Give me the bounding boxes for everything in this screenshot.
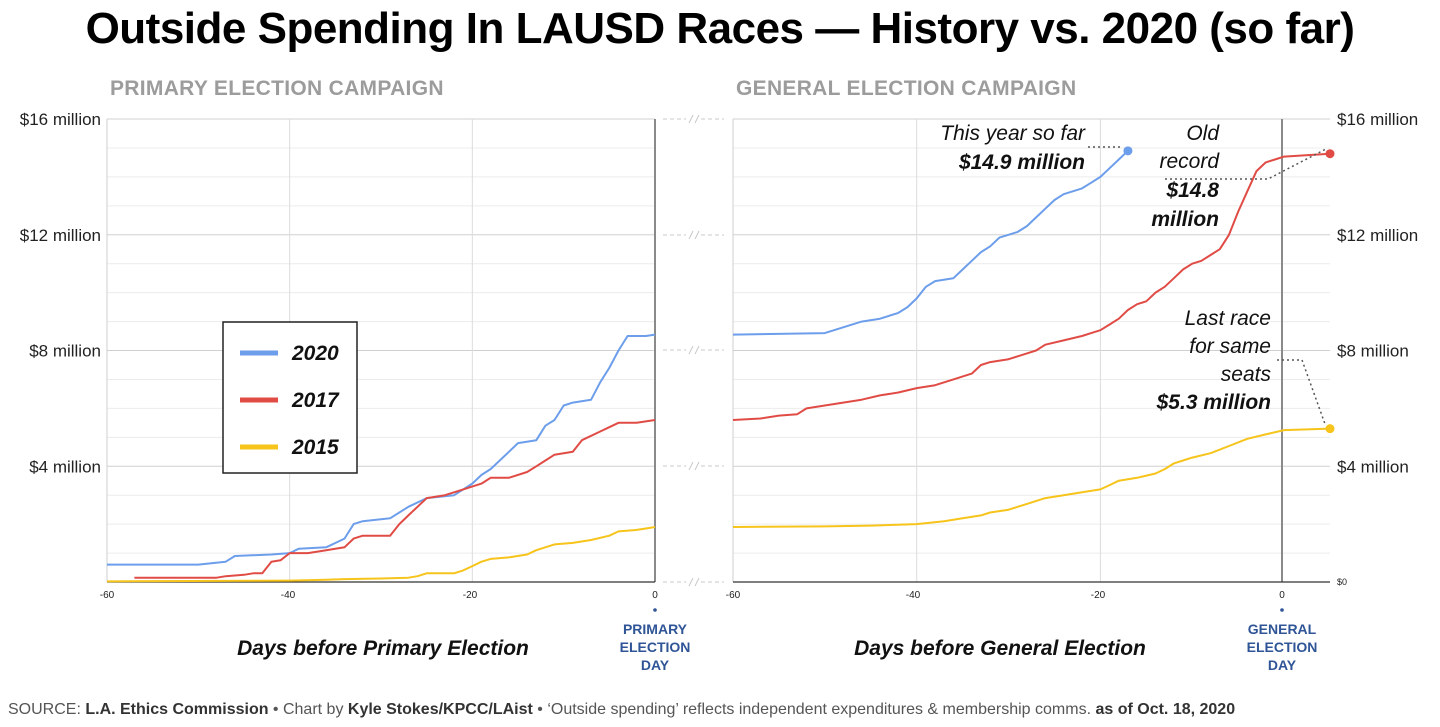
series-line-2015 (732, 427, 1331, 528)
source-prefix: SOURCE: (8, 701, 86, 718)
x-axis-label: Days before General Election (854, 637, 1146, 660)
y-tick-label: $8 million (1337, 342, 1409, 361)
annotation-last-race-value: $5.3 million (1156, 391, 1271, 414)
source-sep1: • Chart by (268, 701, 348, 718)
election-day-label: ELECTION (620, 639, 691, 655)
annotation-leader-last-race (1277, 359, 1326, 425)
panel-title: GENERAL ELECTION CAMPAIGN (736, 77, 1076, 100)
axis-break-slash (694, 345, 700, 355)
y-tick-label: $16 million (20, 110, 101, 129)
election-day-label: DAY (1268, 657, 1297, 673)
annotation-this-year-value: $14.9 million (958, 151, 1085, 174)
series-line-2020 (732, 150, 1129, 336)
annotation-last-race: Last race (1185, 307, 1271, 330)
election-day-marker (1280, 608, 1284, 612)
source-org: L.A. Ethics Commission (85, 701, 269, 718)
election-day-label: GENERAL (1248, 621, 1317, 637)
legend-label: 2020 (291, 342, 339, 365)
y-tick-label: $16 million (1337, 110, 1418, 129)
x-tick-label: -20 (463, 590, 478, 601)
endpoint-dot-2017 (1325, 149, 1335, 159)
election-day-label: DAY (641, 657, 670, 673)
election-day-label: ELECTION (1247, 639, 1318, 655)
annotation-leader-old-record (1165, 148, 1327, 180)
x-tick-label: 0 (652, 590, 658, 601)
x-axis-label: Days before Primary Election (237, 637, 529, 660)
x-tick-label: -40 (906, 590, 921, 601)
legend-label: 2017 (291, 389, 340, 412)
chart-title: Outside Spending In LAUSD Races — Histor… (85, 4, 1355, 53)
annotation-old-record-value: million (1151, 208, 1219, 231)
x-tick-label: 0 (1279, 590, 1285, 601)
axis-break-slash (694, 230, 700, 240)
x-tick-label: -20 (1091, 590, 1106, 601)
source-sep2: • ‘Outside spending’ reflects independen… (532, 701, 1096, 718)
panel-title: PRIMARY ELECTION CAMPAIGN (110, 77, 444, 100)
y-tick-label: $12 million (20, 226, 101, 245)
x-tick-label: -60 (726, 590, 741, 601)
source-author: Kyle Stokes/KPCC/LAist (347, 701, 533, 718)
axis-break-slash (688, 230, 694, 240)
grid-layer (106, 118, 1330, 583)
axis-break-slash (688, 345, 694, 355)
series-line-2015 (106, 526, 656, 583)
election-day-marker (653, 608, 657, 612)
axis-break-slash (688, 114, 694, 124)
election-day-label: PRIMARY (623, 621, 688, 637)
series-line-2020 (107, 333, 656, 566)
annotation-old-record: record (1159, 150, 1220, 173)
y-tick-label: $4 million (1337, 457, 1409, 476)
y-tick-label: $12 million (1337, 226, 1418, 245)
axis-break-slash (694, 577, 700, 587)
axis-break-slash (688, 461, 694, 471)
text-layer: PRIMARY ELECTION CAMPAIGN $16 million $12 … (20, 77, 1419, 673)
series-line-2017 (134, 419, 656, 579)
annotation-last-race: seats (1221, 363, 1272, 386)
series-layer (106, 146, 1335, 583)
axis-break-slash (694, 114, 700, 124)
source-asof: as of Oct. 18, 2020 (1095, 701, 1236, 718)
x-tick-label: -60 (100, 590, 115, 601)
axis-break-slash (694, 461, 700, 471)
annotation-last-race: for same (1189, 335, 1271, 358)
series-line-2017 (732, 152, 1331, 421)
axis-break-layer (663, 114, 724, 587)
x-tick-label: -40 (281, 590, 296, 601)
y-tick-label: $8 million (29, 342, 101, 361)
annotation-old-record: Old (1186, 122, 1220, 145)
annotation-old-record-value: $14.8 (1165, 179, 1219, 202)
legend-label: 2015 (291, 436, 339, 459)
annotation-this-year: This year so far (940, 122, 1086, 145)
endpoint-dot-2015 (1325, 424, 1335, 434)
y-tick-label: $4 million (29, 457, 101, 476)
source-footer: SOURCE: L.A. Ethics Commission • Chart b… (8, 701, 1235, 719)
axis-break-slash (688, 577, 694, 587)
endpoint-dot-2020 (1123, 146, 1133, 156)
y-tick-label-zero: $0 (1337, 577, 1347, 587)
